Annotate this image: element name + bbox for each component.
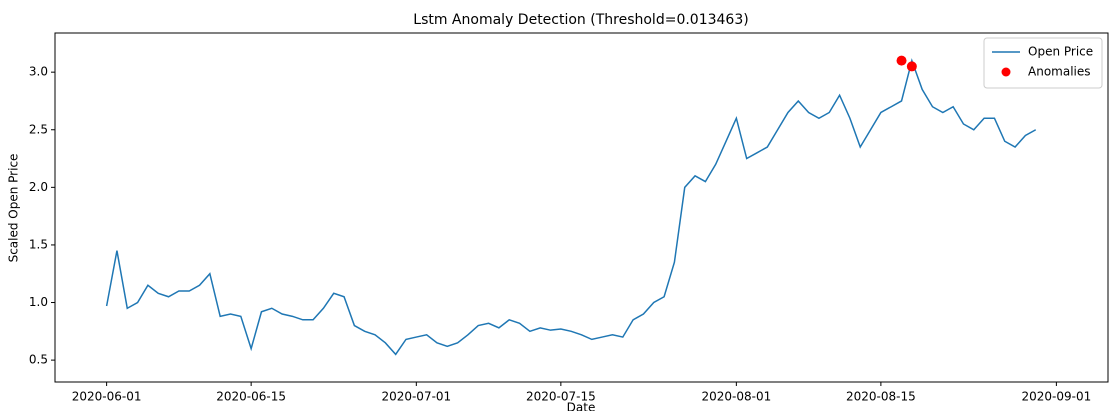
- x-tick-label: 2020-07-01: [381, 390, 451, 404]
- y-tick-label: 2.0: [29, 180, 48, 194]
- x-tick-label: 2020-09-01: [1022, 390, 1092, 404]
- anomaly-point: [906, 61, 917, 72]
- x-axis-label: Date: [567, 401, 596, 411]
- chart-title: Lstm Anomaly Detection (Threshold=0.0134…: [413, 12, 748, 28]
- anomaly-point: [896, 55, 907, 66]
- x-tick-label: 2020-07-15: [526, 390, 596, 404]
- legend-label: Anomalies: [1028, 65, 1091, 79]
- y-tick-label: 3.0: [29, 65, 48, 79]
- x-tick-label: 2020-06-01: [72, 390, 142, 404]
- y-axis-label: Scaled Open Price: [7, 154, 21, 263]
- y-tick-label: 0.5: [29, 353, 48, 367]
- y-tick-label: 1.0: [29, 295, 48, 309]
- x-tick-label: 2020-06-15: [216, 390, 286, 404]
- legend-label: Open Price: [1028, 45, 1093, 59]
- y-tick-label: 1.5: [29, 237, 48, 251]
- legend-swatch: [1001, 67, 1011, 77]
- plot-frame: [54, 32, 1109, 383]
- x-tick-label: 2020-08-01: [701, 390, 771, 404]
- x-tick-label: 2020-08-15: [846, 390, 916, 404]
- y-tick-label: 2.5: [29, 122, 48, 136]
- legend-box: [983, 37, 1103, 89]
- line: [105, 58, 1037, 356]
